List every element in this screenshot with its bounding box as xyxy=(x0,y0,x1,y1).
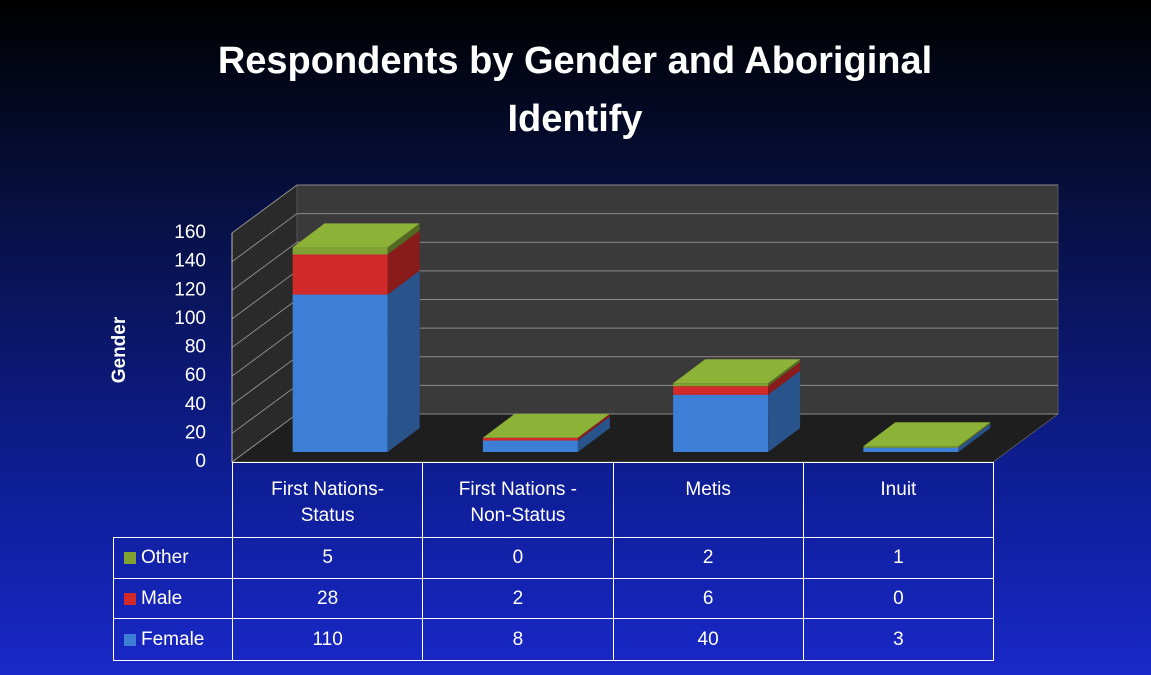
chart-title: Respondents by Gender and Aboriginal Ide… xyxy=(217,40,933,140)
bar-segment xyxy=(292,247,388,255)
table-value: 0 xyxy=(802,578,994,619)
table-value: 40 xyxy=(612,618,804,661)
bar-side xyxy=(577,416,610,452)
bar-top xyxy=(482,413,610,438)
bar-side xyxy=(577,413,610,441)
table-value: 6 xyxy=(612,578,804,619)
table-value: 1 xyxy=(802,537,994,579)
grid-line-side xyxy=(231,356,298,406)
bar-segment xyxy=(863,447,959,452)
legend-label: Female xyxy=(141,628,205,650)
grid-line-side xyxy=(231,184,298,234)
grid-line-side xyxy=(231,213,298,263)
bar-segment xyxy=(863,446,959,448)
bar-segment xyxy=(673,383,769,387)
grid-line-side xyxy=(231,413,298,463)
grid-line-side xyxy=(231,270,298,320)
legend-swatch xyxy=(124,633,136,646)
bar-top xyxy=(673,359,801,384)
table-value: 110 xyxy=(232,618,424,661)
table-value: 28 xyxy=(232,578,424,619)
legend-label: Male xyxy=(141,587,183,609)
table-value: 8 xyxy=(422,618,614,661)
bar-side xyxy=(958,422,991,448)
bar-segment xyxy=(482,440,578,452)
bar-side xyxy=(387,223,420,255)
category-label: First Nations - Non-Status xyxy=(422,462,614,538)
bar-side xyxy=(768,359,801,387)
bar-side xyxy=(768,362,801,395)
y-tick-label: 40 xyxy=(185,394,206,415)
bar-side xyxy=(958,423,991,452)
y-tick-label: 60 xyxy=(185,365,206,386)
y-tick-label: 160 xyxy=(174,222,206,243)
grid-line-side xyxy=(231,299,298,348)
legend-entry: Other xyxy=(113,537,233,579)
bar-segment xyxy=(673,386,769,395)
y-tick-label: 100 xyxy=(174,308,206,329)
bar-top xyxy=(863,422,991,447)
y-tick-label: 120 xyxy=(174,279,206,300)
legend-swatch xyxy=(124,592,136,605)
grid-line-side xyxy=(231,327,298,377)
bar-side xyxy=(387,270,420,452)
table-value: 2 xyxy=(422,578,614,619)
bar-segment xyxy=(482,437,578,441)
bar-segment xyxy=(292,254,388,295)
bar-side xyxy=(768,370,801,452)
y-axis-label: Gender xyxy=(109,316,130,383)
y-tick-label: 140 xyxy=(174,251,206,272)
y-tick-label: 80 xyxy=(185,337,206,358)
table-value: 2 xyxy=(612,537,804,579)
bar-segment xyxy=(673,394,769,452)
table-value: 0 xyxy=(422,537,614,579)
bar-top xyxy=(292,223,420,248)
y-tick-label: 20 xyxy=(185,422,206,443)
legend-label: Other xyxy=(141,547,189,568)
table-value: 5 xyxy=(232,537,424,579)
bar-segment xyxy=(292,294,388,452)
category-label: First Nations-Status xyxy=(232,462,424,538)
grid-line-side xyxy=(231,241,298,291)
grid-line-side xyxy=(231,384,298,434)
legend-entry: Male xyxy=(113,578,233,619)
y-tick-label: 0 xyxy=(195,451,206,472)
bar-side xyxy=(387,230,420,295)
category-label: Inuit xyxy=(802,462,994,538)
legend-swatch xyxy=(124,552,136,564)
legend-entry: Female xyxy=(113,618,233,661)
category-label: Metis xyxy=(612,462,804,538)
table-value: 3 xyxy=(802,618,994,661)
